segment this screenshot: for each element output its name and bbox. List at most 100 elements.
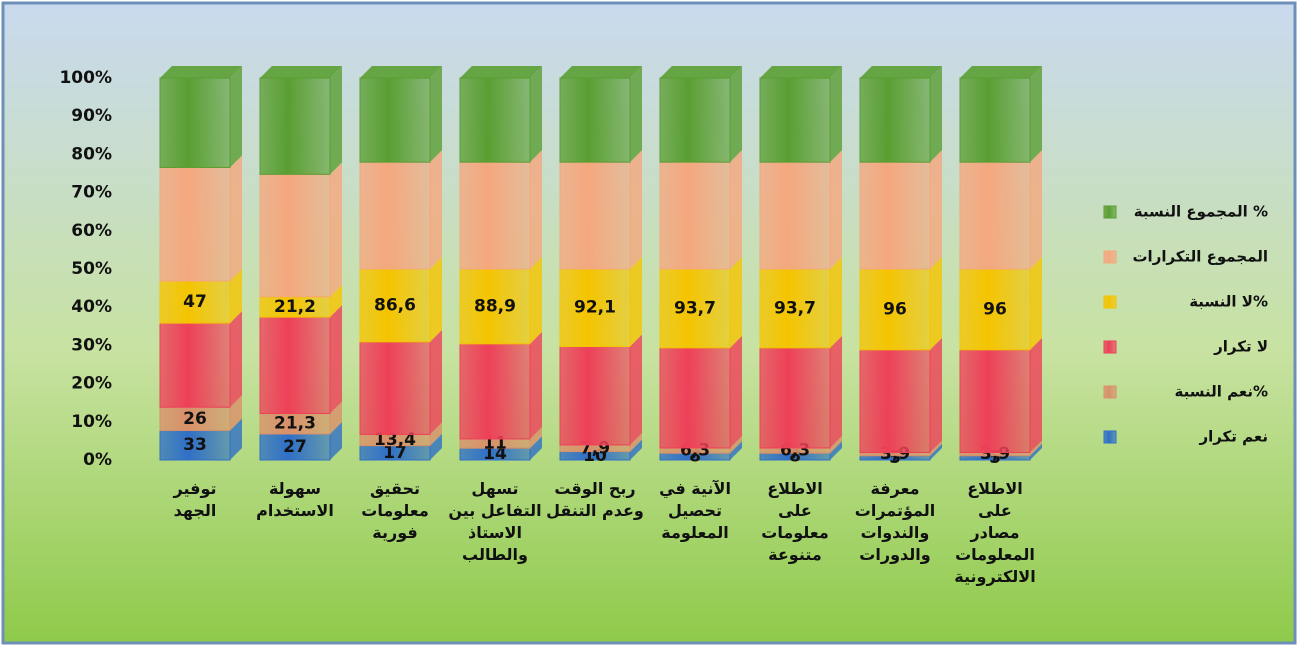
- bar-side: [330, 305, 342, 414]
- x-tick-label: الآنية في تحصيل المعلومة: [659, 479, 731, 542]
- data-label: 86,6: [374, 295, 416, 315]
- bar-segment: [559, 161, 631, 270]
- bar-side: [630, 257, 642, 347]
- data-label: 8: [689, 447, 701, 467]
- bar-side: [1030, 150, 1042, 270]
- data-label: 21,2: [274, 297, 316, 317]
- y-tick-label: 70%: [71, 183, 112, 203]
- data-label: 33: [183, 435, 207, 455]
- data-label: 92,1: [574, 298, 616, 318]
- bar-top: [160, 66, 242, 78]
- bar-side: [630, 432, 642, 452]
- bar-segment: [959, 349, 1031, 454]
- x-tick-label: سهولة الاستخدام: [256, 479, 334, 520]
- legend-marker: [1103, 205, 1117, 219]
- bar-side: [1030, 440, 1042, 456]
- legend-marker: [1103, 250, 1117, 264]
- data-label: 47: [183, 292, 207, 312]
- x-tick-label: الاطلاع على معلومات متنوعة: [761, 479, 829, 564]
- bar-segment: [159, 77, 231, 168]
- bar-segment: [759, 161, 831, 270]
- bar-segment: [359, 161, 431, 270]
- legend-marker: [1103, 340, 1117, 354]
- bar-side: [1030, 257, 1042, 350]
- bar-side: [230, 395, 242, 431]
- bar-segment: [359, 268, 431, 343]
- bar-segment: [259, 316, 331, 414]
- data-label: 13,4: [374, 430, 416, 450]
- bar-segment: [659, 268, 731, 349]
- data-label: 14: [483, 444, 507, 464]
- bar-side: [730, 435, 742, 454]
- bar-side: [930, 257, 942, 350]
- bar-side: [430, 433, 442, 460]
- bar-top: [660, 66, 742, 78]
- x-tick-label: تحقيق معلومات فورية: [361, 479, 429, 542]
- bar-side: [330, 421, 342, 460]
- bar-side: [930, 150, 942, 270]
- y-tick-label: 100%: [59, 68, 112, 88]
- bar-side: [330, 162, 342, 297]
- bar-segment: [459, 343, 531, 440]
- bar-side: [1030, 66, 1042, 163]
- data-label: 17: [383, 443, 407, 463]
- y-tick-label: 20%: [71, 374, 112, 394]
- legend-marker: [1103, 385, 1117, 399]
- bar-side: [330, 401, 342, 434]
- bar-side: [530, 257, 542, 344]
- bar-side: [230, 269, 242, 324]
- bar-side: [630, 66, 642, 163]
- bar-side: [1030, 443, 1042, 460]
- bar-segment: [159, 280, 231, 324]
- bar-side: [730, 441, 742, 460]
- bar-top: [360, 66, 442, 78]
- bar-side: [730, 335, 742, 448]
- bar-segment: [959, 268, 1031, 351]
- bar-segment: [859, 268, 931, 351]
- bar-segment: [959, 77, 1031, 163]
- bar-segment: [659, 77, 731, 163]
- bar-side: [230, 311, 242, 408]
- data-label: 8: [789, 447, 801, 467]
- data-label: 27: [283, 437, 307, 457]
- bar-side: [830, 257, 842, 348]
- y-tick-label: 50%: [71, 259, 112, 279]
- bar-side: [530, 66, 542, 163]
- bar-side: [930, 337, 942, 453]
- data-label: 5: [889, 448, 901, 468]
- legend-label: نعم تكرار: [1198, 428, 1268, 446]
- legend-label: المجموع النسبة %: [1134, 203, 1268, 221]
- data-label: 93,7: [774, 298, 816, 318]
- data-label: 96: [883, 299, 907, 319]
- data-label: 88,9: [474, 296, 516, 316]
- data-label: 5: [989, 448, 1001, 468]
- y-tick-label: 10%: [71, 412, 112, 432]
- y-tick-label: 40%: [71, 297, 112, 317]
- legend-label: لا تكرار: [1213, 338, 1268, 356]
- data-label: 21,3: [274, 414, 316, 434]
- bar-top: [760, 66, 842, 78]
- bar-segment: [459, 268, 531, 345]
- bar-segment: [159, 322, 231, 408]
- bar-segment: [359, 341, 431, 435]
- legend-label: المجموع التكرارات: [1132, 248, 1268, 266]
- legend-marker: [1103, 295, 1117, 309]
- bar-side: [830, 435, 842, 454]
- bar-segment: [359, 77, 431, 163]
- bar-side: [930, 443, 942, 460]
- bar-segment: [559, 268, 631, 347]
- bar-side: [830, 150, 842, 269]
- bar-side: [830, 66, 842, 163]
- bar-side: [930, 440, 942, 456]
- legend-marker: [1103, 430, 1117, 444]
- bar-side: [330, 66, 342, 175]
- legend-label: لا النسبة%: [1189, 293, 1268, 311]
- bar-side: [730, 66, 742, 163]
- y-tick-label: 60%: [71, 221, 112, 241]
- bar-side: [230, 66, 242, 168]
- bar-side: [430, 66, 442, 163]
- bar-side: [830, 441, 842, 460]
- bar-side: [530, 331, 542, 439]
- bar-segment: [459, 161, 531, 270]
